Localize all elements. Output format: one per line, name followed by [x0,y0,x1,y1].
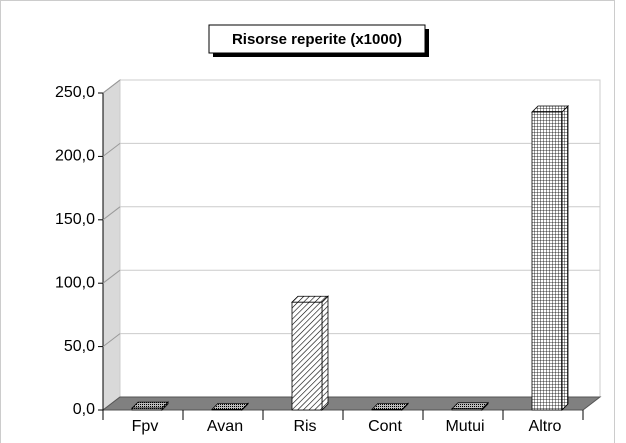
x-tick-label: Ris [293,418,316,435]
bar-top [291,295,329,303]
y-tick-label: 250,0 [55,84,95,101]
x-tick-label: Altro [529,418,562,435]
grid-line [102,206,121,221]
back-wall [119,79,601,398]
side-wall [102,78,121,412]
bar-top [371,402,409,410]
x-tick-label: Mutui [445,418,484,435]
bar-top [211,402,249,410]
bar-front [291,301,323,411]
bar-top [451,402,489,410]
bar [531,105,569,411]
bar-front [211,408,243,411]
x-tick-label: Fpv [132,418,159,435]
title-box [208,24,426,54]
floor [101,396,602,411]
bar-front [131,407,163,411]
grid-line [102,333,121,347]
x-tick-label: Avan [207,418,243,435]
y-tick-label: 150,0 [55,211,95,228]
bar [371,402,409,411]
y-tick-label: 100,0 [55,274,95,291]
bar [211,402,249,411]
grid-line [102,143,121,157]
bar [451,401,489,411]
y-tick-label: 50,0 [64,338,95,355]
x-tick-label: Cont [368,418,402,435]
y-tick-label: 200,0 [55,148,95,165]
bar-front [451,408,483,411]
bar [291,295,329,411]
y-tick-label: 0,0 [73,401,95,418]
grid-line [102,79,121,94]
bar-top [131,401,169,409]
bar [131,401,169,411]
bar-side [321,295,329,411]
bar-side [561,105,569,411]
chart-title: Risorse reperite (x1000) [232,31,402,48]
bar-front [371,408,403,411]
bar-top [531,105,569,113]
grid-line [102,269,121,284]
bar-front [531,111,563,411]
